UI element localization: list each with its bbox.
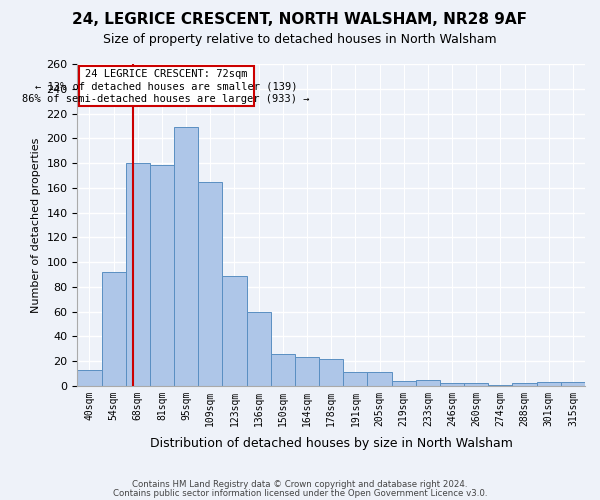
Bar (77, 370, 101, 386)
Bar (247, 312, 271, 386)
Bar (223, 276, 247, 386)
Bar (512, 384, 536, 386)
Bar (150, 166, 174, 386)
Text: Size of property relative to detached houses in North Walsham: Size of property relative to detached ho… (103, 32, 497, 46)
Bar (343, 372, 367, 386)
Bar (174, 127, 198, 386)
Bar (440, 384, 464, 386)
Text: 24, LEGRICE CRESCENT, NORTH WALSHAM, NR28 9AF: 24, LEGRICE CRESCENT, NORTH WALSHAM, NR2… (73, 12, 527, 28)
Y-axis label: Number of detached properties: Number of detached properties (31, 137, 41, 312)
Bar (101, 272, 126, 386)
Bar (416, 380, 440, 386)
Text: 24 LEGRICE CRESCENT: 72sqm: 24 LEGRICE CRESCENT: 72sqm (85, 69, 247, 79)
Bar (392, 381, 416, 386)
Bar (561, 382, 585, 386)
Bar (271, 354, 295, 386)
Bar (488, 384, 512, 386)
Bar (536, 382, 561, 386)
Bar (367, 372, 392, 386)
Bar (295, 358, 319, 386)
Bar (464, 384, 488, 386)
Bar (319, 358, 343, 386)
Text: Contains public sector information licensed under the Open Government Licence v3: Contains public sector information licen… (113, 489, 487, 498)
Bar (198, 182, 223, 386)
Text: ← 13% of detached houses are smaller (139): ← 13% of detached houses are smaller (13… (35, 82, 298, 92)
Text: 86% of semi-detached houses are larger (933) →: 86% of semi-detached houses are larger (… (22, 94, 310, 104)
FancyBboxPatch shape (79, 66, 254, 106)
Bar (126, 163, 150, 386)
X-axis label: Distribution of detached houses by size in North Walsham: Distribution of detached houses by size … (150, 437, 512, 450)
Text: Contains HM Land Registry data © Crown copyright and database right 2024.: Contains HM Land Registry data © Crown c… (132, 480, 468, 489)
